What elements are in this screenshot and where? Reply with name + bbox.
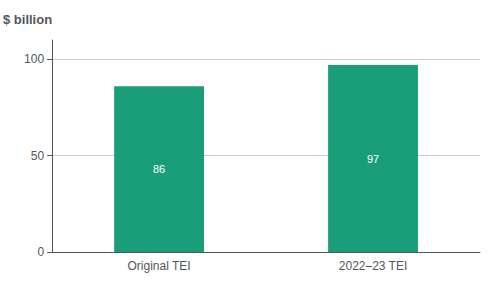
svg-text:Original TEI: Original TEI (128, 259, 191, 273)
svg-text:50: 50 (31, 149, 45, 163)
svg-text:86: 86 (153, 163, 165, 175)
svg-text:100: 100 (24, 52, 44, 66)
svg-text:0: 0 (37, 245, 44, 259)
svg-text:$ billion: $ billion (3, 12, 52, 27)
svg-text:97: 97 (367, 153, 379, 165)
svg-text:2022–23 TEI: 2022–23 TEI (339, 259, 408, 273)
